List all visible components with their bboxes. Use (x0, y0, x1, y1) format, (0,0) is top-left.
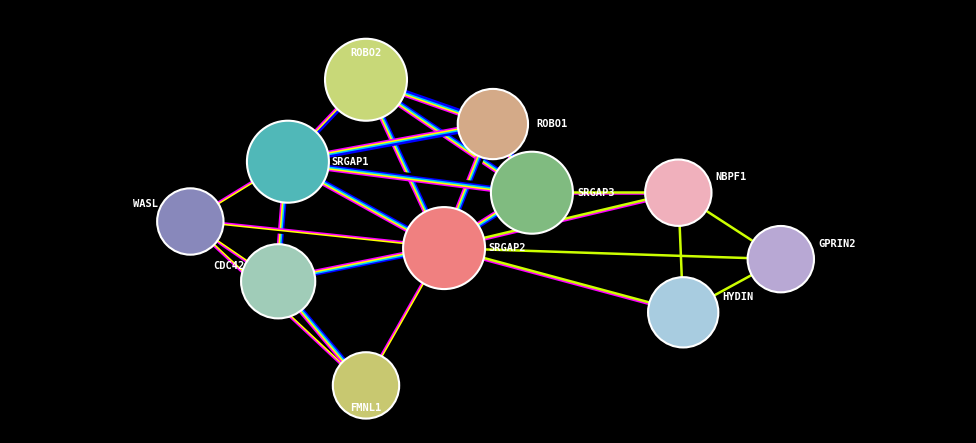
Ellipse shape (241, 244, 315, 319)
Text: SRGAP3: SRGAP3 (578, 188, 615, 198)
Ellipse shape (247, 120, 329, 203)
Text: WASL: WASL (133, 199, 158, 209)
Ellipse shape (403, 207, 485, 289)
Text: SRGAP1: SRGAP1 (332, 157, 369, 167)
Text: FMNL1: FMNL1 (350, 403, 382, 413)
Text: GPRIN2: GPRIN2 (818, 239, 855, 249)
Ellipse shape (458, 89, 528, 159)
Text: ROBO1: ROBO1 (537, 119, 568, 129)
Text: ROBO2: ROBO2 (350, 47, 382, 58)
Text: HYDIN: HYDIN (722, 292, 753, 302)
Ellipse shape (748, 226, 814, 292)
Ellipse shape (491, 152, 573, 234)
Text: SRGAP2: SRGAP2 (488, 243, 525, 253)
Ellipse shape (157, 188, 224, 255)
Ellipse shape (648, 277, 718, 347)
Text: CDC42: CDC42 (213, 261, 244, 271)
Ellipse shape (325, 39, 407, 121)
Text: NBPF1: NBPF1 (715, 172, 747, 182)
Ellipse shape (333, 352, 399, 419)
Ellipse shape (645, 159, 712, 226)
